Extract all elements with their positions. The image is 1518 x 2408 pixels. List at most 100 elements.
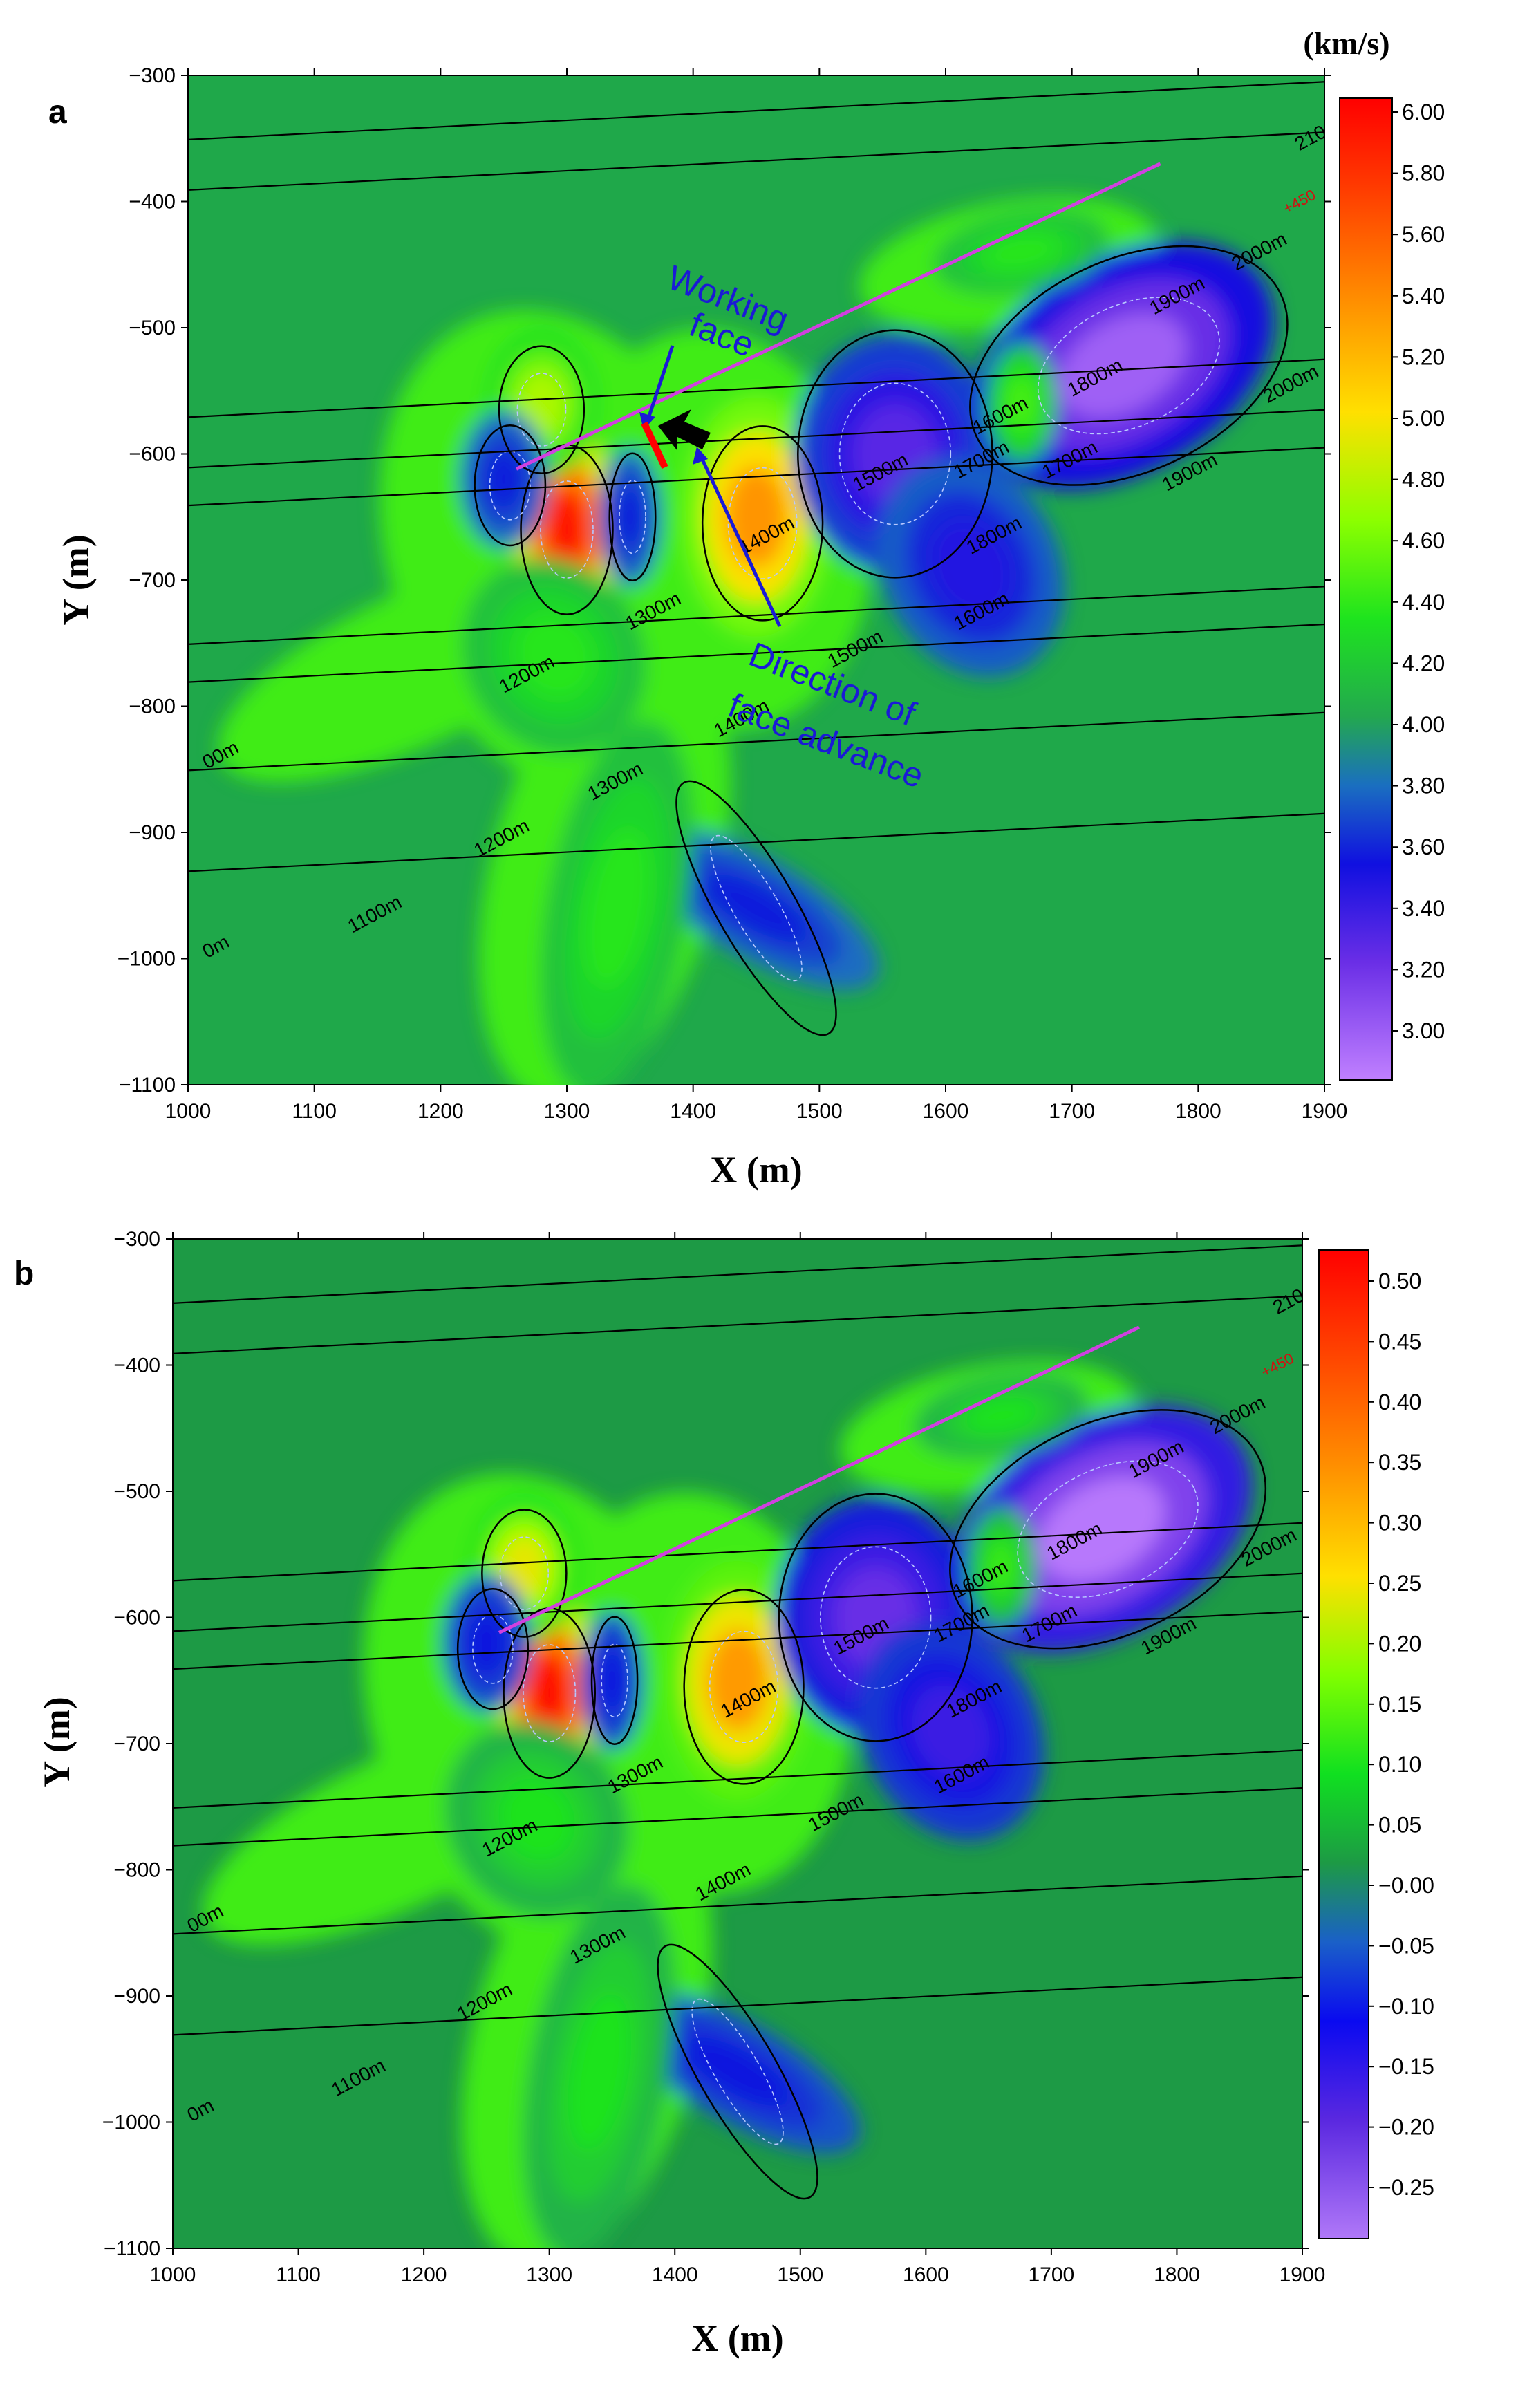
x-tick-label: 1200 — [401, 2264, 447, 2286]
contour-line-light — [499, 1536, 550, 1610]
anomaly-blob — [1038, 1477, 1165, 1581]
anomaly-blob — [686, 2037, 789, 2107]
y-tick-label: −300 — [129, 64, 176, 87]
contour-layer-a — [474, 245, 1289, 1036]
colorbar-tick-label: −0.25 — [1378, 2175, 1434, 2200]
y-tick-label: −500 — [113, 1480, 160, 1503]
direction-arrow — [699, 455, 782, 628]
contour-line-light — [1037, 297, 1220, 435]
y-tick-label: −700 — [113, 1733, 160, 1755]
anomaly-blob — [500, 1535, 548, 1599]
x-tick-label: 1600 — [923, 1100, 969, 1123]
axis-ticks-b: 1000 1100 1200 1300 1400 1500 1600 1700 1800 1900… — [102, 1228, 1326, 2286]
colorbar-tick-label: 4.80 — [1402, 467, 1445, 492]
colorbar-gradient — [1339, 97, 1393, 1081]
x-tick-label: 1400 — [652, 2264, 698, 2286]
anomaly-layer-b — [203, 1361, 1253, 2248]
x-tick-label: 1900 — [1280, 2264, 1326, 2286]
colorbar-tick-label: 5.80 — [1402, 161, 1445, 186]
y-tick-label: −400 — [129, 191, 176, 214]
roadway-line — [173, 1522, 1302, 1582]
colorbar-tick-label: 5.00 — [1402, 406, 1445, 431]
roadway-line — [173, 1244, 1302, 1305]
roadway-line — [188, 447, 1324, 507]
contour-line — [969, 245, 1289, 486]
contour-line — [456, 1588, 530, 1710]
colorbar-tick-label: 3.40 — [1402, 896, 1445, 921]
colorbar-tick-label: −0.15 — [1378, 2054, 1434, 2079]
contour-line — [701, 425, 824, 622]
colorbar-tick-label: 0.20 — [1378, 1631, 1421, 1656]
y-tick-label: −400 — [113, 1354, 160, 1377]
contour-line-light — [516, 373, 567, 447]
colorbar-tick-label: 3.80 — [1402, 774, 1445, 799]
face-line — [498, 1325, 1141, 1634]
y-tick-label: −900 — [113, 1985, 160, 2008]
x-tick-label: 1000 — [165, 1100, 212, 1123]
colorbar-gradient — [1318, 1249, 1369, 2239]
y-tick-label: −600 — [113, 1607, 160, 1630]
roadway-line — [173, 1295, 1302, 1355]
colorbar-tick-label: 3.00 — [1402, 1018, 1445, 1043]
y-tick-label: −1100 — [104, 2237, 160, 2260]
colorbar-tick-label: 0.25 — [1378, 1571, 1421, 1596]
x-tick-label: 1700 — [1029, 2264, 1075, 2286]
contour-line-light — [540, 480, 594, 579]
y-tick-label: −1000 — [102, 2111, 160, 2134]
face-line — [515, 162, 1161, 471]
anomaly-blob — [1006, 377, 1037, 429]
working-face-arrow — [646, 345, 675, 421]
y-axis-label-a: Y (m) — [55, 534, 97, 625]
contour-line — [675, 780, 837, 1036]
colorbar-tick-label: 3.60 — [1402, 834, 1445, 859]
anomaly-blob — [704, 873, 808, 943]
contour-line — [590, 1616, 639, 1745]
colorbar-tick-label: 5.60 — [1402, 222, 1445, 247]
x-tick-label: 1300 — [526, 2264, 572, 2286]
anomaly-blob — [517, 371, 565, 436]
colorbar-tick-label: 5.40 — [1402, 283, 1445, 308]
anomaly-blob — [1058, 313, 1187, 418]
y-tick-label: −1100 — [119, 1074, 176, 1096]
colorbar-tick-label: −0.05 — [1378, 1933, 1434, 1958]
contour-line-light — [838, 382, 952, 525]
anomaly-blob — [516, 614, 593, 698]
colorbar-unit: (km/s) — [1303, 26, 1389, 61]
colorbar-tick-label: 4.00 — [1402, 712, 1445, 737]
colorbar-tick-label: 0.30 — [1378, 1511, 1421, 1536]
roadway-line — [188, 409, 1324, 469]
x-tick-label: 1100 — [292, 1100, 337, 1123]
colorbar-tick-label: 4.60 — [1402, 528, 1445, 553]
axis-ticks-a: 1000 1100 1200 1300 1400 1500 1600 1700 1800 1900… — [118, 64, 1348, 1123]
y-tick-label: −800 — [129, 696, 176, 718]
x-tick-label: 1000 — [150, 2264, 196, 2286]
panel-label-b: b — [14, 1256, 34, 1292]
contour-line — [797, 329, 993, 579]
x-tick-label: 1200 — [418, 1100, 464, 1123]
contour-line-light — [691, 1998, 784, 2145]
anomaly-blob — [568, 1993, 632, 2150]
contour-line-light — [523, 1644, 577, 1742]
roadway-line — [188, 81, 1324, 141]
roadway-line — [188, 623, 1324, 683]
anomaly-blob — [706, 1630, 769, 1731]
y-axis-label-b: Y (m) — [36, 1697, 77, 1787]
anomaly-blob — [986, 1541, 1016, 1593]
colorbar-tick-label: 0.50 — [1378, 1269, 1421, 1294]
x-tick-label: 1400 — [670, 1100, 716, 1123]
contour-line-light — [489, 450, 531, 521]
y-tick-label: −1000 — [118, 948, 176, 971]
colorbar-tick-label: 4.20 — [1402, 651, 1445, 675]
x-tick-label: 1900 — [1302, 1100, 1348, 1123]
anomaly-blob — [485, 449, 523, 509]
anomaly-blob — [912, 1685, 991, 1777]
roadway-line — [188, 586, 1324, 646]
colorbar-tick-label: 0.35 — [1378, 1450, 1421, 1475]
colorbar-tick-label: 0.40 — [1378, 1390, 1421, 1415]
colorbar-tick-label: −0.00 — [1378, 1873, 1434, 1898]
direction-arrowhead — [693, 447, 708, 465]
y-tick-label: −300 — [113, 1228, 160, 1251]
anomaly-blob — [468, 1613, 505, 1672]
colorbar-tick-label: −0.10 — [1378, 1994, 1434, 2019]
